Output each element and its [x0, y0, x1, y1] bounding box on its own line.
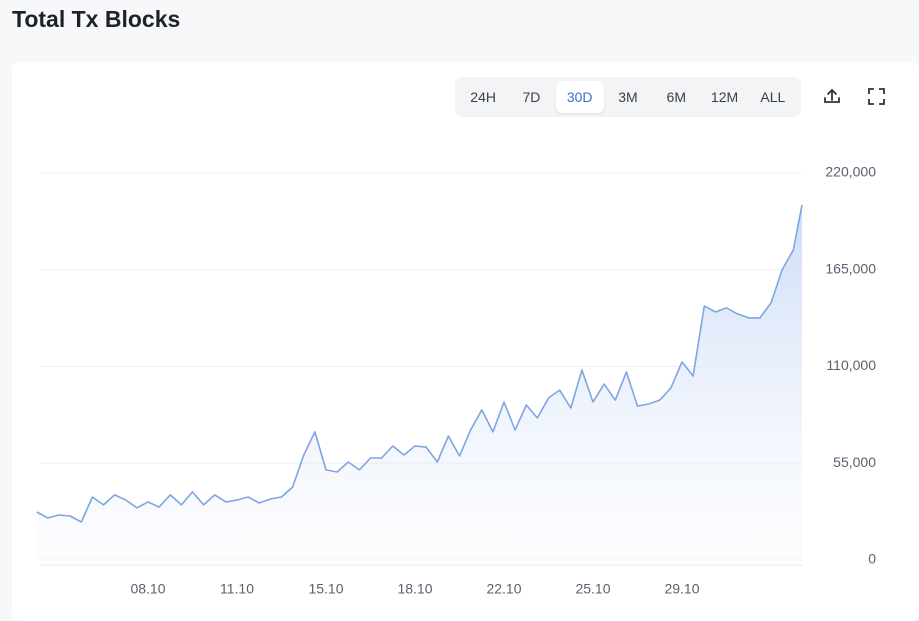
y-tick-label: 165,000 — [825, 260, 876, 276]
y-tick-label: 55,000 — [833, 454, 876, 470]
y-tick-label: 110,000 — [826, 357, 876, 373]
range-button[interactable]: 7D — [522, 89, 541, 105]
range-button[interactable]: 3M — [618, 89, 638, 105]
y-tick-label: 220,000 — [825, 164, 876, 180]
x-tick-label: 18.10 — [397, 581, 432, 597]
fullscreen-icon[interactable] — [868, 88, 885, 105]
x-tick-label: 29.10 — [664, 581, 699, 597]
y-tick-label: 0 — [868, 551, 876, 567]
area-fill — [36, 205, 802, 560]
range-button[interactable]: ALL — [760, 89, 786, 105]
range-selector: 24H 7D 30D 3M 6M 12M ALL — [455, 77, 801, 117]
page-title: Total Tx Blocks — [12, 6, 181, 32]
x-tick-label: 11.10 — [220, 581, 254, 597]
x-tick-label: 25.10 — [575, 581, 610, 597]
share-icon[interactable] — [824, 88, 840, 103]
range-button[interactable]: 24H — [470, 89, 496, 105]
range-button[interactable]: 30D — [555, 81, 604, 113]
x-tick-label: 22.10 — [486, 581, 521, 597]
x-tick-label: 08.10 — [130, 581, 165, 597]
range-button[interactable]: 6M — [666, 89, 686, 105]
area-line — [36, 204, 803, 523]
range-button[interactable]: 12M — [710, 89, 739, 105]
x-tick-label: 15.10 — [308, 581, 343, 597]
